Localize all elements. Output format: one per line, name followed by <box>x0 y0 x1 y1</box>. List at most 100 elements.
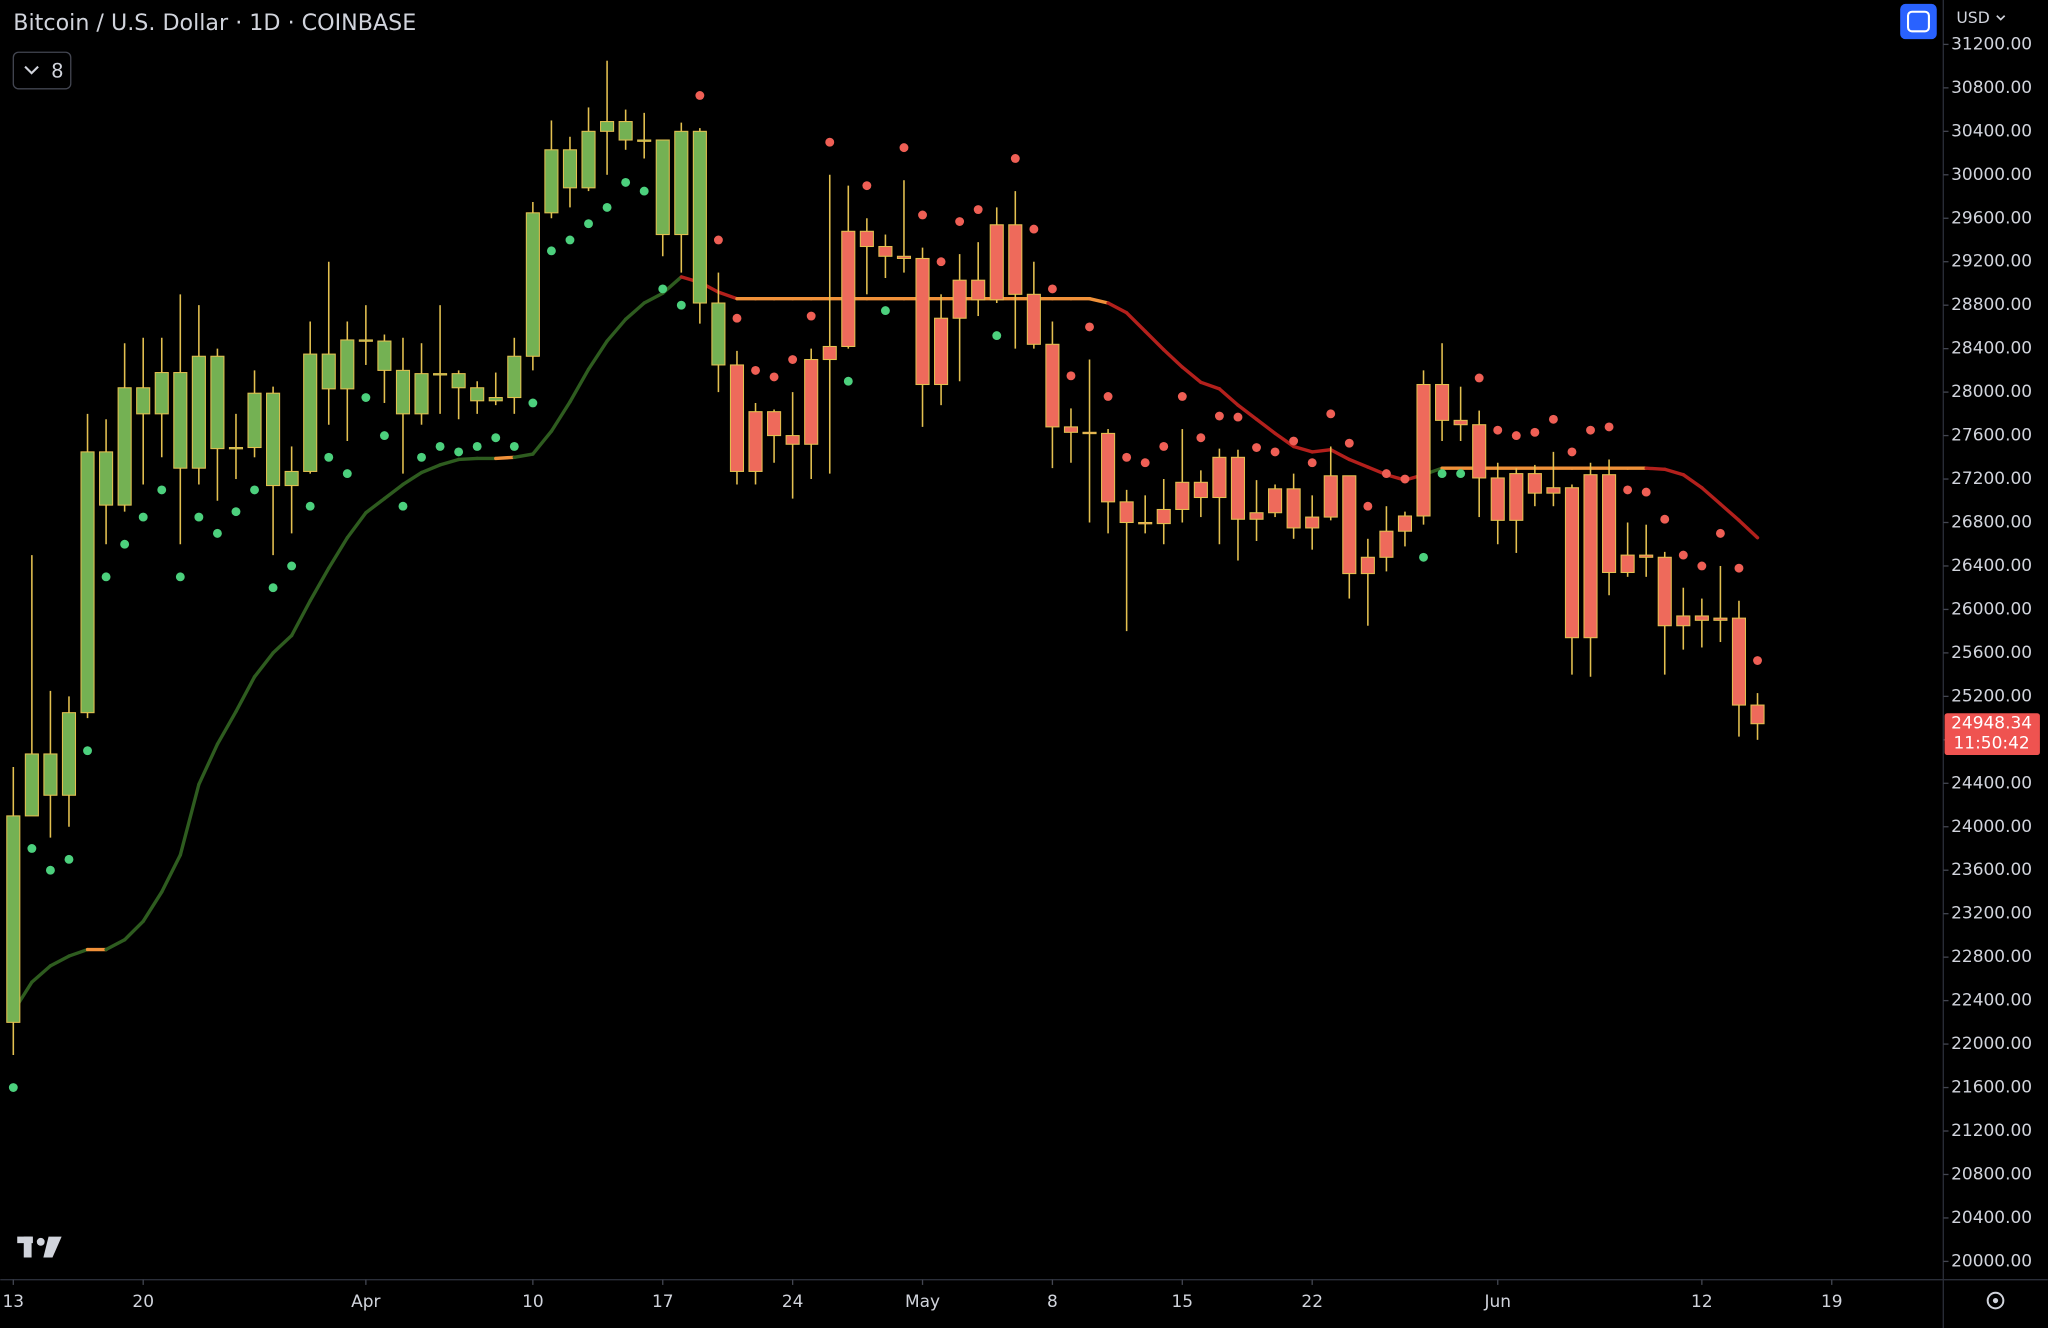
candle-body <box>377 340 392 371</box>
trend-line <box>382 482 405 501</box>
candle-body <box>1026 293 1041 345</box>
signal-dot <box>1363 501 1373 511</box>
indicator-toggle[interactable]: 8 <box>12 51 72 90</box>
candle-body <box>1342 475 1357 575</box>
candle-body <box>989 224 1004 301</box>
signal-dot <box>435 442 445 451</box>
candle-body <box>136 387 151 415</box>
signal-dot <box>64 854 74 864</box>
settings-button[interactable] <box>1986 1291 2005 1310</box>
currency-selector[interactable]: USD <box>1956 8 1989 27</box>
candle-body <box>1397 515 1413 532</box>
gear-icon[interactable] <box>1986 1291 2005 1310</box>
trend-line <box>1700 486 1723 506</box>
signal-dot <box>491 433 501 443</box>
trend-line <box>1310 448 1333 454</box>
trend-line <box>1737 518 1760 540</box>
logo-part <box>43 1236 62 1258</box>
y-tick-label: 24000.00 <box>1951 817 2032 837</box>
trend-line <box>252 651 275 679</box>
signal-dot <box>695 91 705 100</box>
trend-line <box>141 890 164 923</box>
toggle-box[interactable] <box>12 51 72 90</box>
signal-dot <box>1122 452 1132 462</box>
y-tick-label: 24400.00 <box>1951 773 2032 793</box>
signal-dot <box>1586 425 1595 435</box>
candle-body <box>303 353 318 472</box>
trend-line <box>1087 296 1110 305</box>
candle-body <box>117 387 132 506</box>
candle-body <box>1138 521 1153 525</box>
button-icon <box>1906 10 1930 33</box>
signal-dot <box>1270 447 1280 457</box>
signal-dot <box>1753 656 1762 665</box>
signal-dot <box>268 583 278 593</box>
countdown-label: 11:50:42 <box>1953 733 2029 753</box>
candle-body <box>562 149 578 189</box>
logo-part <box>36 1237 45 1246</box>
signal-dot <box>973 205 983 215</box>
trend-line <box>48 954 71 968</box>
x-tick-label: 8 <box>1047 1292 1058 1312</box>
candle-body <box>896 255 912 259</box>
y-tick-label: 25200.00 <box>1951 686 2032 706</box>
candle-body <box>99 451 114 506</box>
candle-body <box>637 139 652 142</box>
y-tick-label: 22000.00 <box>1951 1034 2032 1054</box>
fullscreen-button[interactable] <box>1900 3 1937 40</box>
trend-line <box>1718 502 1741 523</box>
signal-dot <box>1252 443 1261 452</box>
candle-body <box>6 815 21 1023</box>
candle-body <box>1360 556 1375 575</box>
candle-body <box>321 353 336 390</box>
trend-line <box>568 367 591 404</box>
trend-line <box>215 709 238 746</box>
y-tick-label: 27200.00 <box>1951 469 2032 489</box>
y-tick-label: 22400.00 <box>1951 991 2032 1011</box>
trend-line <box>438 457 461 467</box>
signal-dot <box>1530 427 1540 437</box>
trend-line <box>1162 348 1184 369</box>
signal-dot <box>1604 422 1614 432</box>
trend-line <box>160 853 183 894</box>
button-bg[interactable] <box>1900 3 1937 40</box>
candle-body <box>284 470 299 487</box>
y-tick-label: 30800.00 <box>1951 78 2032 98</box>
signal-dot <box>546 246 556 256</box>
candle-body <box>488 397 503 402</box>
y-tick-label: 28000.00 <box>1951 382 2032 402</box>
signal-dot <box>472 442 482 451</box>
y-tick-label: 20000.00 <box>1951 1251 2032 1271</box>
gear-center <box>1992 1297 1999 1304</box>
x-tick-label: 12 <box>1691 1292 1713 1312</box>
signal-dot <box>175 572 185 582</box>
candle-body <box>1268 488 1283 514</box>
signal-dot <box>287 561 297 571</box>
trend-line <box>401 470 424 487</box>
signal-dot <box>83 746 92 756</box>
candle-body <box>711 302 726 366</box>
candle-body <box>1676 615 1691 627</box>
tv-logo <box>17 1236 62 1258</box>
candle-body <box>1305 516 1320 529</box>
trend-line <box>586 339 609 371</box>
candle-body <box>1379 530 1394 558</box>
candle-body <box>191 355 206 469</box>
y-tick-label: 23200.00 <box>1951 904 2032 924</box>
candle-body <box>1063 426 1079 433</box>
candle-body <box>358 339 373 342</box>
signal-dot <box>1437 469 1447 479</box>
candle-body <box>1527 473 1542 494</box>
signal-dot <box>1456 469 1466 479</box>
candle-body <box>1583 474 1598 639</box>
y-tick-label: 20400.00 <box>1951 1208 2032 1228</box>
signal-dot <box>1289 436 1299 446</box>
signal-dot <box>398 501 408 511</box>
y-tick-label: 28800.00 <box>1951 295 2032 315</box>
candle-body <box>600 121 615 132</box>
candle-body <box>822 345 837 361</box>
signal-dot <box>361 393 371 402</box>
